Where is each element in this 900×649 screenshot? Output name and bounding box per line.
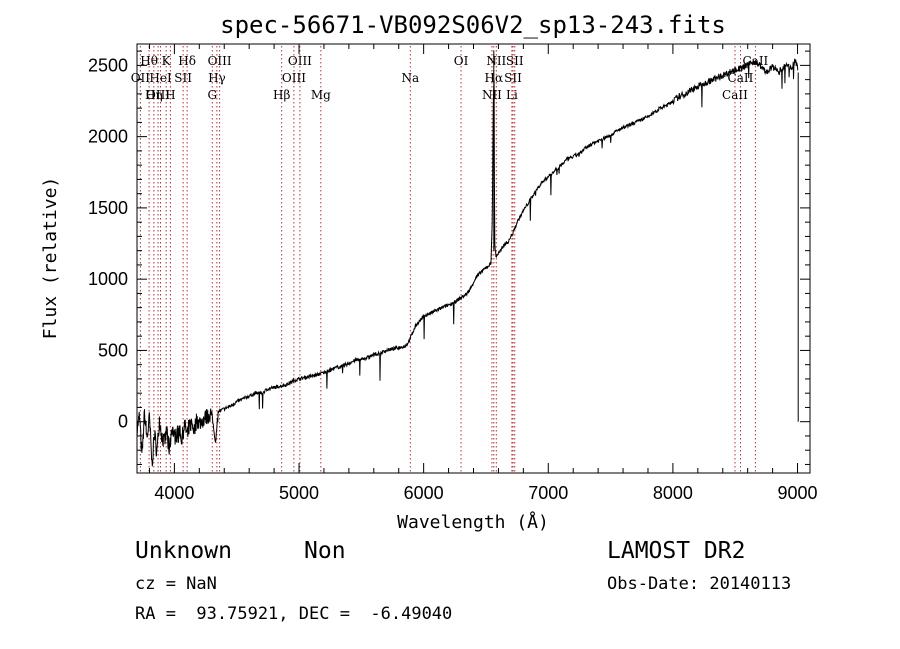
emission-line-markers [139, 46, 756, 472]
line-label-23: SII [506, 54, 524, 68]
line-label-20: NII [486, 54, 506, 68]
line-label-16: Na [401, 71, 419, 85]
line-label-18: NII [482, 88, 502, 102]
line-label-2: OIII [146, 88, 170, 102]
y-tick-label-5: 2500 [88, 55, 128, 75]
object-class: Unknown [135, 538, 232, 564]
line-label-4: Hη [145, 88, 163, 102]
obs-date: Obs-Date: 20140113 [607, 574, 792, 594]
line-label-3: HeI [149, 71, 172, 85]
survey-label: LAMOST DR2 [607, 538, 746, 564]
x-tick-label-1: 5000 [279, 483, 319, 503]
line-label-14: OIII [288, 54, 312, 68]
coordinates: RA = 93.75921, DEC = -6.49040 [135, 604, 453, 624]
plot-frame [136, 43, 811, 474]
line-label-6: H [165, 88, 175, 102]
emission-line-labels: OII Hθ OIII HeI Hη K H SII Hδ G OIII Hγ Hβ OIII OIII Mg… [131, 54, 769, 102]
line-label-22: SII [504, 71, 522, 85]
x-axis-label: Wavelength (Å) [397, 511, 549, 533]
line-label-12: Hβ [273, 88, 290, 102]
x-tick-label-0: 4000 [154, 483, 194, 503]
spectrum-line [136, 51, 799, 467]
y-tick-label-2: 1000 [88, 269, 128, 289]
line-label-17: OI [454, 54, 469, 68]
y-tick-label-4: 2000 [88, 127, 128, 147]
x-tick-label-3: 7000 [528, 483, 568, 503]
line-label-21: Li [506, 88, 518, 102]
x-tick-label-4: 8000 [653, 483, 693, 503]
line-label-11: Hγ [208, 71, 226, 85]
chart-title: spec-56671-VB092S06V2_sp13-243.fits [220, 11, 726, 39]
line-label-7: SII [174, 71, 192, 85]
line-label-0: OII [131, 71, 151, 85]
line-label-24: CaII [722, 88, 748, 102]
y-axis: 0 500 1000 1500 2000 2500 [88, 50, 810, 465]
x-tick-label-2: 6000 [404, 483, 444, 503]
spectrum-chart: spec-56671-VB092S06V2_sp13-243.fits OIIH… [40, 11, 818, 533]
line-label-25: CaII [728, 71, 754, 85]
line-label-9: G [207, 88, 217, 102]
redshift-cz: cz = NaN [135, 574, 217, 594]
object-subclass: Non [304, 538, 346, 564]
x-tick-label-5: 9000 [778, 483, 818, 503]
line-label-15: Mg [311, 88, 331, 102]
line-label-8: Hδ [178, 54, 196, 68]
x-axis: 4000 5000 6000 7000 8000 9000 [148, 44, 818, 503]
line-label-1: Hθ [140, 54, 158, 68]
line-label-10: OIII [208, 54, 232, 68]
line-label-5: K [162, 54, 172, 68]
line-label-13: OIII [282, 71, 306, 85]
y-tick-label-1: 500 [98, 340, 128, 360]
y-tick-label-0: 0 [118, 412, 128, 432]
y-tick-label-3: 1500 [88, 198, 128, 218]
y-axis-label: Flux (relative) [40, 177, 61, 340]
